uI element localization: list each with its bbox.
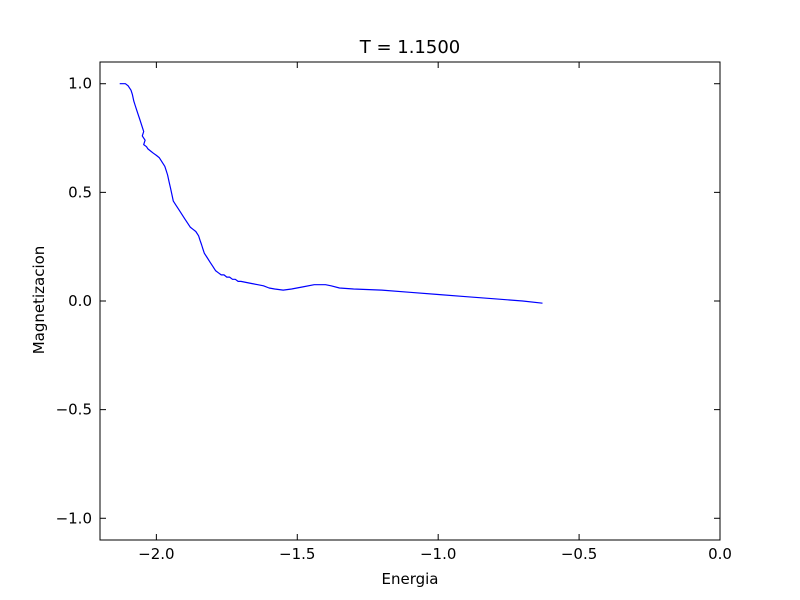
x-tick-label: −2.0 — [138, 545, 174, 563]
y-tick-label: −0.5 — [56, 401, 92, 419]
series-line-0 — [119, 83, 543, 304]
x-tick-label: 0.0 — [708, 545, 732, 563]
y-tick-label: 0.5 — [68, 183, 92, 201]
x-tick-label: −0.5 — [561, 545, 597, 563]
x-tick-label: −1.5 — [279, 545, 315, 563]
y-tick-label: −1.0 — [56, 509, 92, 527]
x-tick-label: −1.0 — [420, 545, 456, 563]
y-tick-label: 1.0 — [68, 75, 92, 93]
plot-area: −2.0 −1.5 −1.0 −0.5 0.0 1.0 0.5 0.0 −0.5 −1.0 — [56, 61, 732, 563]
x-axis-label: Energia — [382, 570, 439, 588]
y-axis-label: Magnetizacion — [30, 246, 48, 355]
chart-title: T = 1.1500 — [359, 37, 461, 58]
y-tick-label: 0.0 — [68, 292, 92, 310]
